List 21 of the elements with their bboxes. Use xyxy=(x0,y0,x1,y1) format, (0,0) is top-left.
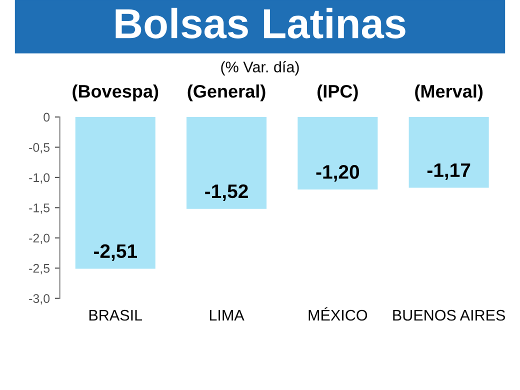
chart-subtitle: (% Var. día) xyxy=(221,61,299,76)
data-label: -1,20 xyxy=(316,165,360,182)
text: (Merval) xyxy=(415,84,483,102)
y-tick-label: -3,0 xyxy=(29,294,50,304)
y-tick-label: -2,0 xyxy=(29,234,50,244)
x-tick-label: BUENOS AIRES xyxy=(393,310,506,321)
y-tick-label: -0,5 xyxy=(29,143,50,154)
y-tick-label: -1,5 xyxy=(29,204,50,214)
text: (IPC) xyxy=(318,84,358,102)
y-tick-label: -1,0 xyxy=(29,173,50,184)
y-tick-label: 0 xyxy=(44,112,50,122)
x-tick-label: MÉXICO xyxy=(308,307,368,321)
data-label: -2,51 xyxy=(94,244,137,261)
chart-title: Bolsas Latinas xyxy=(116,8,406,38)
x-tick-label: LIMA xyxy=(210,310,244,321)
y-tick-label: -2,5 xyxy=(29,264,50,274)
text: (Bovespa) xyxy=(72,84,158,102)
data-label: -1,17 xyxy=(427,163,470,180)
x-tick-label: BRASIL xyxy=(89,310,142,321)
text: (General) xyxy=(188,84,266,102)
data-label: -1,52 xyxy=(205,184,248,201)
